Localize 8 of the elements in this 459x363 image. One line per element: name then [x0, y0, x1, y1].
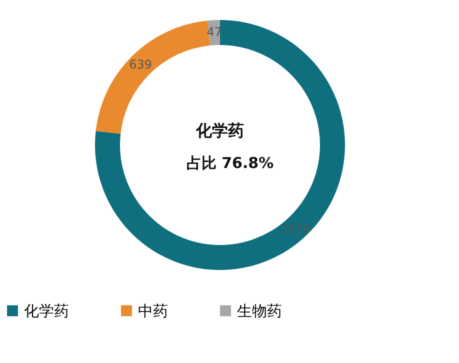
- donut-slice: [95, 20, 345, 270]
- data-label: 639: [129, 58, 152, 72]
- text: 占比 76.8%: [186, 154, 274, 172]
- legend-label: 中药: [138, 302, 168, 320]
- legend-label: 化学药: [24, 302, 69, 320]
- data-label: 2270: [280, 222, 311, 236]
- text: 化学药: [195, 121, 244, 140]
- legend-label: 生物药: [237, 302, 282, 320]
